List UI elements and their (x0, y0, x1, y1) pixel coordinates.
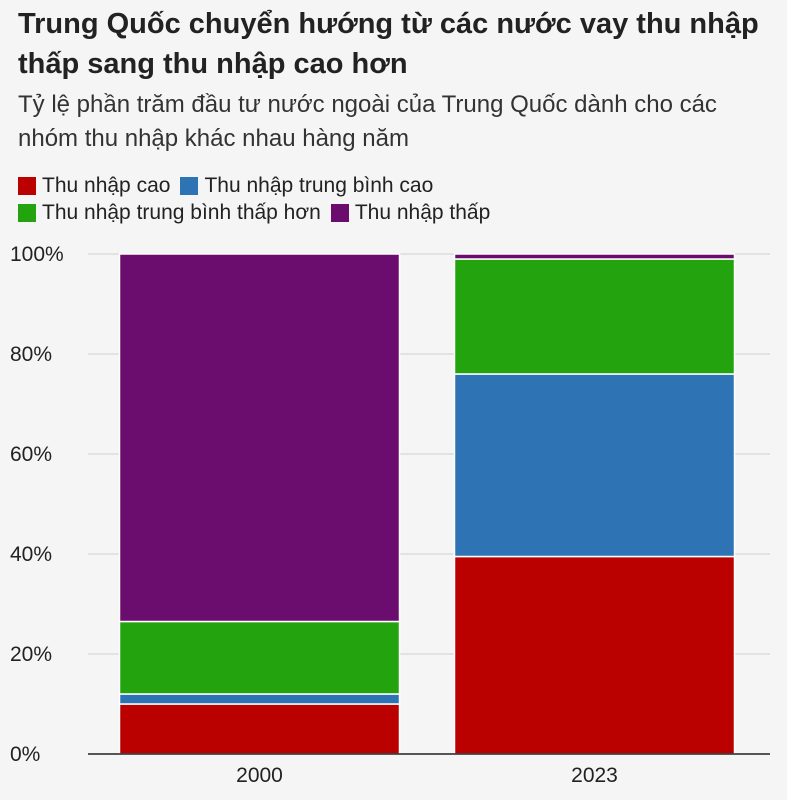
legend-swatch-lower-middle-income (18, 203, 36, 222)
x-tick-label: 2000 (236, 764, 283, 787)
legend-item-lower-middle-income: Thu nhập trung bình thấp hơn (18, 199, 321, 226)
y-tick-label: 80% (10, 343, 52, 366)
legend-label-upper-middle-income: Thu nhập trung bình cao (204, 174, 434, 197)
y-tick-label: 20% (10, 643, 52, 666)
legend-label-lower-middle-income: Thu nhập trung bình thấp hơn (42, 201, 321, 224)
legend-label-high-income: Thu nhập cao (42, 174, 171, 197)
legend-item-low-income: Thu nhập thấp (330, 199, 491, 226)
bar-segment (118, 703, 401, 755)
legend-item-upper-middle-income: Thu nhập trung bình cao (180, 172, 433, 199)
y-tick-label: 60% (10, 443, 52, 466)
legend-item-high-income: Thu nhập cao (18, 172, 170, 199)
legend-row: Thu nhập cao Thu nhập trung bình cao (18, 172, 778, 199)
chart-subtitle: Tỷ lệ phần trăm đầu tư nước ngoài của Tr… (18, 91, 717, 152)
y-tick-label: 40% (10, 543, 52, 566)
legend-swatch-upper-middle-income (180, 176, 199, 195)
bar-segment (453, 373, 736, 558)
legend-label-low-income: Thu nhập thấp (354, 201, 491, 224)
y-tick-label: 0% (10, 743, 40, 766)
legend-swatch-high-income (18, 176, 36, 195)
bar-segment (118, 693, 401, 705)
legend-row: Thu nhập trung bình thấp hơn Thu nhập th… (18, 199, 778, 226)
y-tick-label: 100% (10, 243, 64, 266)
bar-segment (453, 258, 736, 375)
bar-segment (453, 253, 736, 260)
legend-swatch-low-income (330, 203, 349, 222)
legend: Thu nhập cao Thu nhập trung bình cao Thu… (18, 172, 778, 226)
x-tick-label: 2023 (571, 764, 618, 787)
bar-segment (453, 555, 736, 755)
bar-segment (118, 620, 401, 695)
bar-segment (118, 253, 401, 623)
chart-title: Trung Quốc chuyển hướng từ các nước vay … (18, 8, 759, 80)
